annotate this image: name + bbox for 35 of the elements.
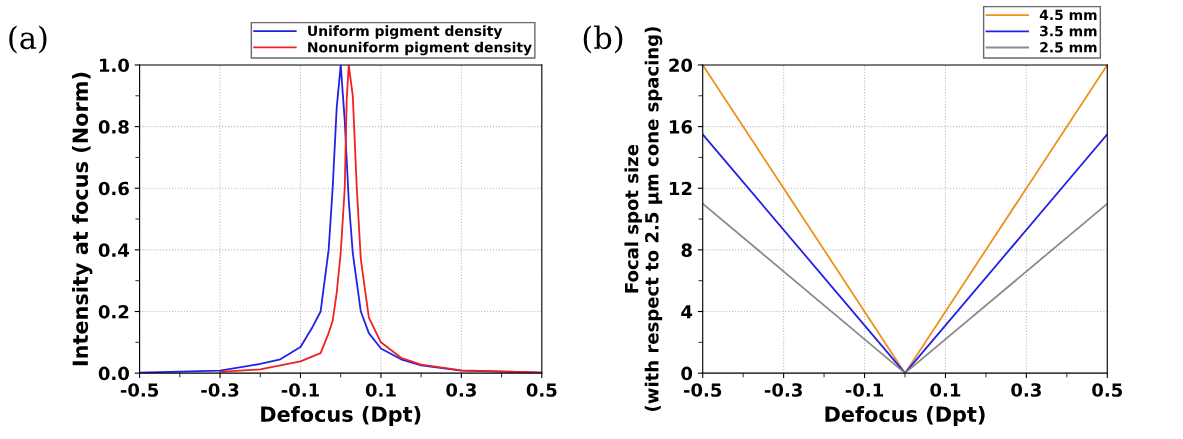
x-tick-label: 0.5 <box>526 383 557 397</box>
y-tick-label: 0 <box>681 366 693 381</box>
y-tick-label: 4 <box>681 305 693 319</box>
x-tick-label: 0.3 <box>446 383 476 397</box>
y-tick-label: 16 <box>669 120 693 134</box>
x-tick-label: -0.3 <box>764 383 802 397</box>
y-tick-label: 8 <box>681 243 692 257</box>
y-tick-label: 0.8 <box>98 120 129 134</box>
x-tick-label: -0.1 <box>281 383 319 397</box>
x-tick-label: 0.1 <box>365 383 396 397</box>
legend-label: Nonuniform pigment density <box>308 41 532 56</box>
x-tick-label: 0.5 <box>1092 383 1123 397</box>
x-tick-label: -0.5 <box>683 383 722 397</box>
y-tick-label: 0.0 <box>98 366 130 381</box>
y-tick-label: 1.0 <box>99 58 130 73</box>
y-tick-label: 0.2 <box>98 304 129 319</box>
y-tick-label: 12 <box>669 181 692 196</box>
legend-label: 3.5 mm <box>1040 25 1097 37</box>
x-tick-label: 0.3 <box>1011 383 1041 397</box>
x-tick-label: -0.5 <box>120 383 159 397</box>
legend-label: 4.5 mm <box>1039 9 1097 21</box>
y-axis-title: Intensity at focus (Norm) <box>72 72 93 366</box>
x-axis-title: Defocus (Dpt) <box>825 405 985 427</box>
y-tick-label: 0.4 <box>98 243 130 257</box>
text: (a) <box>9 25 47 54</box>
legend-label: 2.5 mm <box>1040 42 1097 53</box>
text: (b) <box>583 25 623 54</box>
y-tick-label: 20 <box>669 58 693 73</box>
legend-label: Uniform pigment density <box>308 25 503 39</box>
y-tick-label: 0.6 <box>98 181 129 196</box>
x-axis-title: Defocus (Dpt) <box>261 405 421 427</box>
y-axis-title: Focal spot size (with respect to 2.5 μm cone spacing) <box>624 27 663 411</box>
x-tick-label: -0.3 <box>201 383 239 397</box>
x-tick-label: -0.1 <box>845 383 884 397</box>
x-tick-label: 0.1 <box>930 383 961 397</box>
